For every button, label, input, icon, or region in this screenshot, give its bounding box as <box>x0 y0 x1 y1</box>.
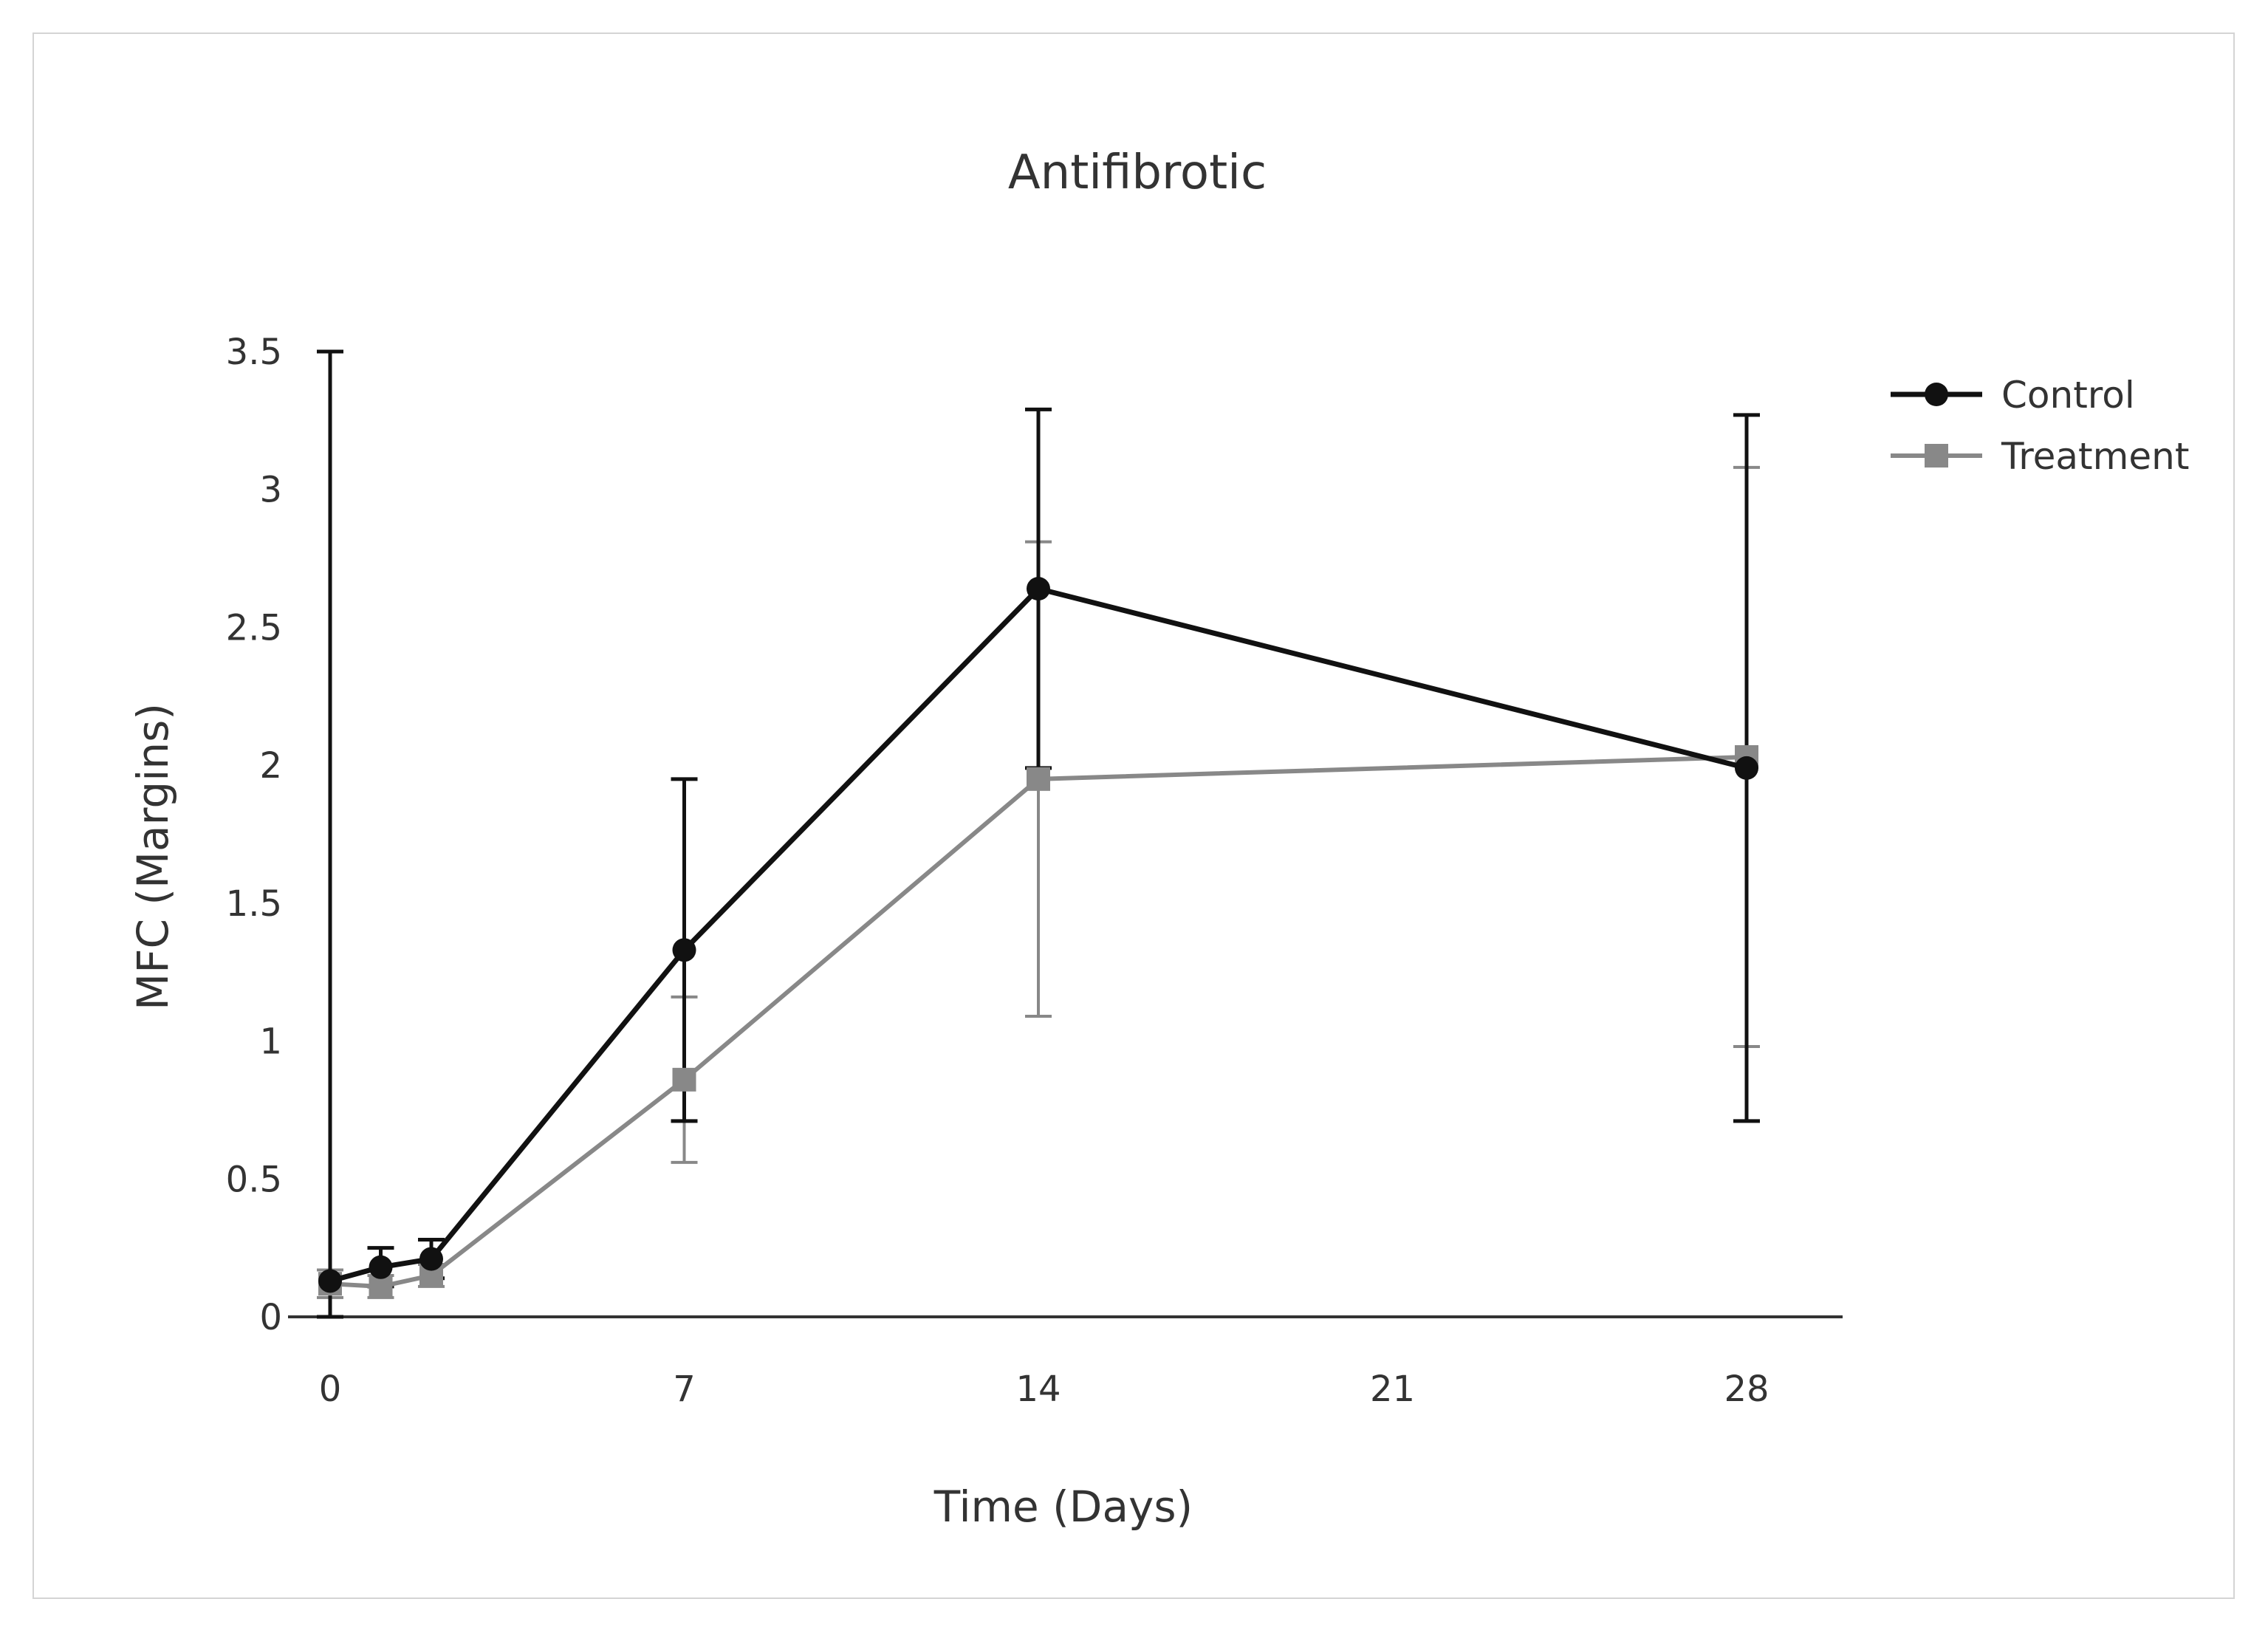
y-tick-label: 3 <box>259 470 282 511</box>
x-tick-label: 28 <box>1724 1369 1769 1410</box>
y-tick-label: 2.5 <box>226 607 282 648</box>
y-tick-label: 1 <box>259 1021 282 1063</box>
chart-frame <box>32 32 2235 1599</box>
data-point-treatment <box>672 1067 696 1092</box>
data-point-control <box>1735 756 1758 780</box>
y-tick-label: 3.5 <box>226 332 282 373</box>
data-point-control <box>1027 577 1050 601</box>
legend: Control Treatment <box>1891 374 2189 478</box>
legend-label-control: Control <box>2001 374 2135 417</box>
x-tick-label: 7 <box>673 1369 696 1410</box>
data-point-control <box>369 1255 393 1279</box>
x-tick-label: 0 <box>319 1369 342 1410</box>
data-point-control <box>318 1269 342 1293</box>
y-axis-label: MFC (Margins) <box>128 703 178 1010</box>
legend-marker-treatment <box>1925 444 1948 468</box>
legend-marker-control <box>1925 383 1948 406</box>
y-tick-label: 0.5 <box>226 1159 282 1200</box>
data-point-control <box>419 1247 443 1271</box>
y-tick-label: 0 <box>259 1297 282 1338</box>
data-point-control <box>672 938 696 962</box>
y-tick-label: 1.5 <box>226 883 282 925</box>
y-tick-label: 2 <box>259 745 282 787</box>
plot-area: 0 0.5 1 1.5 2 2.5 3 3.5 0 7 14 21 28 <box>226 332 1843 1410</box>
x-tick-label: 21 <box>1370 1369 1415 1410</box>
chart-title: Antifibrotic <box>1008 145 1267 200</box>
x-axis-label: Time (Days) <box>933 1482 1193 1532</box>
data-point-treatment <box>1027 767 1050 791</box>
legend-label-treatment: Treatment <box>2001 435 2189 478</box>
x-tick-label: 14 <box>1015 1369 1061 1410</box>
